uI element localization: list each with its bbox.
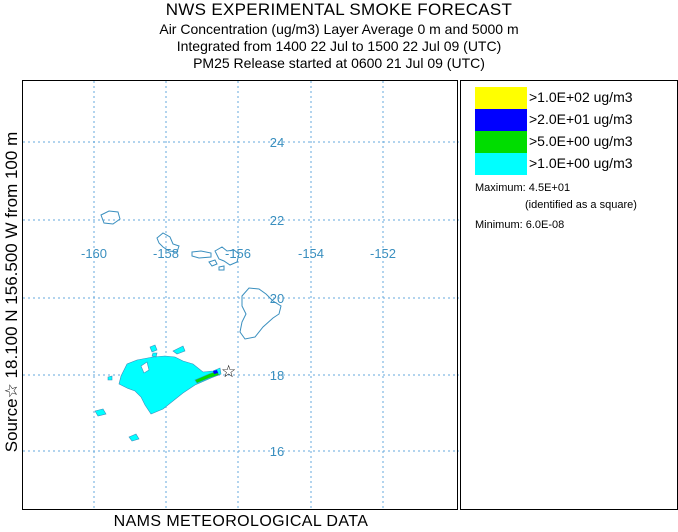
lanai-island [208,259,218,267]
lat-label-16: 16 [270,444,284,459]
lat-label-24: 24 [270,135,284,150]
source-star-icon: ☆ [221,362,236,382]
coastlines [100,210,282,340]
legend-swatch-green [475,131,527,153]
lat-label-22: 22 [270,213,284,228]
plume-fragment-6 [172,345,186,355]
oahu-island [156,232,180,253]
lat-label-18: 18 [270,368,284,383]
maui-island [214,246,240,266]
legend-label-3: >5.0E+00 ug/m3 [529,133,633,149]
plume-gap [140,361,150,374]
data-source-footer: NAMS METEOROLOGICAL DATA [113,513,369,530]
plume-fragment-1 [149,344,158,353]
map-canvas: -160 -158 -156 -154 -152 24 22 20 18 16 [23,81,459,511]
molokai-island [191,250,212,259]
plume-fragment-2 [151,352,158,358]
legend-label-2: >2.0E+01 ug/m3 [529,111,633,127]
plume-level-1 [118,355,222,415]
lon-label-152: -152 [370,246,396,261]
map-panel[interactable]: -160 -158 -156 -154 -152 24 22 20 18 16 [22,80,459,511]
plume-level-5 [194,370,220,384]
maximum-note: (identified as a square) [525,199,637,211]
legend-label-4: >1.0E+00 ug/m3 [529,155,633,171]
kahoolawe-island [218,265,225,271]
maximum-value: Maximum: 4.5E+01 [475,182,571,194]
kauai-island [100,210,121,225]
source-location-label: Source☆ 18.100 N 156.500 W from 100 m [2,131,21,453]
legend-swatch-cyan [475,153,527,175]
graticule [23,81,459,511]
plume-level-20 [213,370,218,374]
legend-label-1: >1.0E+02 ug/m3 [529,89,633,105]
legend-panel: >1.0E+02 ug/m3 >2.0E+01 ug/m3 >5.0E+00 u… [460,80,678,510]
plume-fragment-5 [128,433,140,442]
smoke-plume [94,344,222,442]
minimum-value: Minimum: 6.0E-08 [475,219,565,231]
legend-swatch-blue [475,109,527,131]
lon-label-158: -158 [153,246,179,261]
lon-label-154: -154 [298,246,324,261]
plume-fragment-4 [94,408,107,417]
map-title: NWS EXPERIMENTAL SMOKE FORECAST [165,0,513,19]
concentration-subtitle: Air Concentration (ug/m3) Layer Average … [159,21,519,37]
hawaii-big-island [239,287,282,340]
lat-label-20: 20 [270,291,284,306]
legend-swatch-yellow [475,87,527,109]
release-info: PM25 Release started at 0600 21 Jul 09 (… [193,55,485,71]
plume-fragment-3 [107,375,113,381]
lon-label-160: -160 [81,246,107,261]
integration-period: Integrated from 1400 22 Jul to 1500 22 J… [176,38,502,54]
